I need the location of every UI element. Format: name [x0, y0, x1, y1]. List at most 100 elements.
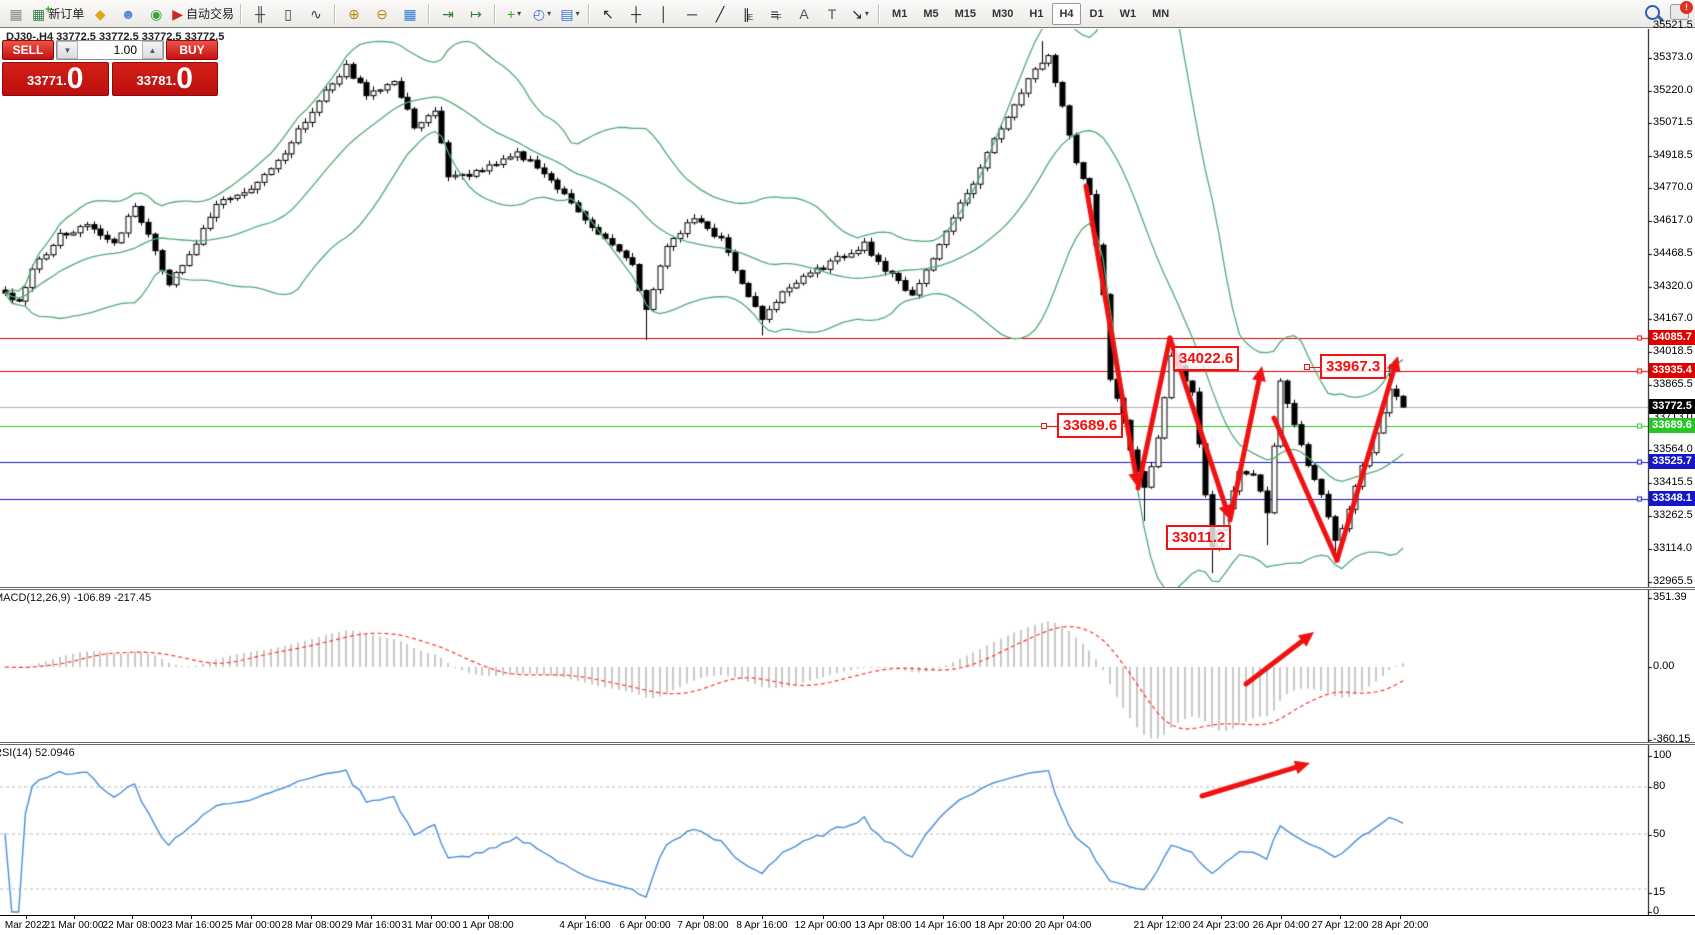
signals-icon[interactable]: ◉: [143, 2, 169, 26]
buy-price-button[interactable]: 33781. 0: [111, 62, 218, 96]
time-axis-label: 4 Apr 16:00: [559, 920, 611, 931]
time-axis-tick: [431, 916, 432, 919]
timeframe-m5[interactable]: M5: [923, 7, 939, 20]
profiles-icon[interactable]: ◆: [87, 2, 113, 26]
one-click-trade-panel: SELL ▼ 1.00 ▲ BUY 33771. 0 33781. 0: [2, 40, 218, 96]
time-axis[interactable]: Mar 2022 21 Mar 00:00 22 Mar 08:00 23 Mar 1…: [0, 915, 1695, 935]
timeframe-m1[interactable]: M1: [892, 7, 908, 20]
toolbar-separator: [588, 3, 591, 24]
fibonacci-tool[interactable]: ≡ F: [770, 5, 782, 23]
time-axis-label: 7 Apr 08:00: [677, 920, 729, 931]
tile-windows-icon[interactable]: ▦: [397, 2, 423, 26]
time-axis-tick: [703, 916, 704, 919]
timeframe-h1[interactable]: H1: [1029, 7, 1044, 20]
time-axis-tick: [1003, 916, 1004, 919]
auto-trading-glyph: ▶: [172, 5, 184, 22]
time-axis-tick: [585, 916, 586, 919]
trendline-tool[interactable]: ╱: [707, 2, 733, 26]
label-tool[interactable]: T: [819, 2, 845, 26]
panel-divider[interactable]: [0, 742, 1695, 745]
rsi-label: RSI(14) 52.0946: [0, 747, 75, 759]
candlestick-chart-icon[interactable]: ▯: [275, 2, 301, 26]
channel-tool[interactable]: ∥ E: [742, 5, 754, 23]
zoom-in-icon[interactable]: ⊕: [341, 2, 367, 26]
rsi-canvas[interactable]: [0, 745, 1695, 915]
timeframe-w1[interactable]: W1: [1119, 7, 1137, 20]
templates-button[interactable]: ▤ ▾: [560, 5, 580, 22]
volume-down-button[interactable]: ▼: [57, 41, 78, 59]
text-tool[interactable]: A: [791, 2, 817, 26]
crosshair-glyph: ┼: [631, 5, 641, 22]
auto-trading-button[interactable]: ▶ 自动交易: [172, 5, 235, 22]
periods-button[interactable]: ◴ ▾: [532, 5, 552, 22]
time-axis-tick: [1162, 916, 1163, 919]
time-axis-label: 1 Apr 08:00: [462, 920, 514, 931]
arrows-tool[interactable]: ↘ ▾: [851, 5, 869, 22]
volume-value[interactable]: 1.00: [113, 43, 137, 57]
add-indicator-button[interactable]: + ▾: [506, 5, 522, 22]
time-axis-tick: [132, 916, 133, 919]
time-axis-label: 26 Apr 04:00: [1252, 920, 1310, 931]
auto-scroll-icon-glyph: ⇥: [442, 5, 454, 22]
time-axis-tick: [1340, 916, 1341, 919]
search-icon[interactable]: [1645, 4, 1660, 20]
timeframe-m30[interactable]: M30: [992, 7, 1014, 20]
timeframe-mn[interactable]: MN: [1152, 7, 1170, 20]
new-order-button[interactable]: ▦ + 新订单: [32, 3, 85, 22]
volume-stepper: ▼ 1.00 ▲: [56, 40, 164, 60]
volume-up-button[interactable]: ▲: [142, 41, 163, 59]
community-icon-glyph: ☻: [120, 5, 136, 22]
time-axis-tick: [488, 916, 489, 919]
time-axis-label: 25 Mar 00:00: [221, 920, 281, 931]
toolbar-separator: [494, 3, 497, 24]
rsi-panel: RSI(14) 52.0946: [0, 745, 1695, 915]
crosshair-tool[interactable]: ┼: [623, 2, 649, 26]
signals-icon-glyph: ◉: [150, 5, 163, 22]
channel-glyph: ∥: [742, 5, 750, 22]
time-axis-label: 6 Apr 00:00: [619, 920, 671, 931]
vline-tool[interactable]: │: [651, 2, 677, 26]
bar-chart-icon[interactable]: ╫: [247, 2, 273, 26]
price-chart-canvas[interactable]: [0, 29, 1695, 587]
panel-divider[interactable]: [0, 587, 1695, 590]
chart-shift-icon[interactable]: ↦: [463, 2, 489, 26]
timeframe-h4[interactable]: H4: [1052, 2, 1081, 25]
line-chart-icon[interactable]: ∿: [303, 2, 329, 26]
time-axis-label: 27 Apr 12:00: [1311, 920, 1369, 931]
add-indicator-glyph: +: [506, 5, 516, 22]
time-axis-tick: [74, 916, 75, 919]
alert-badge: !: [1680, 1, 1693, 14]
trendline-glyph: ╱: [715, 5, 725, 22]
buy-button[interactable]: BUY: [166, 40, 218, 60]
timeframe-m15[interactable]: M15: [954, 7, 977, 20]
notifications-icon[interactable]: !: [1670, 1, 1693, 20]
zoom-out-icon[interactable]: ⊖: [369, 2, 395, 26]
sell-price-big-digit: 0: [66, 62, 84, 95]
time-axis-tick: [26, 916, 27, 919]
time-axis-tick: [1400, 916, 1401, 919]
time-axis-tick: [371, 916, 372, 919]
toolbar-separator: [428, 3, 431, 24]
time-axis-tick: [1063, 916, 1064, 919]
sell-price-button[interactable]: 33771. 0: [2, 62, 109, 96]
timeframe-d1[interactable]: D1: [1089, 7, 1104, 20]
sell-button[interactable]: SELL: [2, 40, 54, 60]
hline-tool[interactable]: ─: [679, 2, 705, 26]
time-axis-tick: [251, 916, 252, 919]
auto-scroll-icon[interactable]: ⇥: [435, 2, 461, 26]
zoom-out-icon-glyph: ⊖: [376, 5, 388, 22]
time-axis-label: 14 Apr 16:00: [914, 920, 972, 931]
macd-canvas[interactable]: [0, 590, 1695, 742]
time-axis-tick: [1221, 916, 1222, 919]
time-axis-label: 18 Apr 20:00: [974, 920, 1032, 931]
chart-window-icon[interactable]: ▦: [3, 2, 29, 26]
time-axis-label: 13 Apr 08:00: [854, 920, 912, 931]
time-axis-label: 22 Mar 08:00: [102, 920, 162, 931]
community-icon[interactable]: ☻: [115, 2, 141, 26]
time-axis-tick: [883, 916, 884, 919]
time-axis-label: 29 Mar 16:00: [341, 920, 401, 931]
text-glyph: A: [799, 5, 809, 22]
periods-glyph: ◴: [532, 5, 546, 22]
cursor-tool[interactable]: ↖: [595, 2, 621, 26]
time-axis-label: 28 Apr 20:00: [1371, 920, 1429, 931]
